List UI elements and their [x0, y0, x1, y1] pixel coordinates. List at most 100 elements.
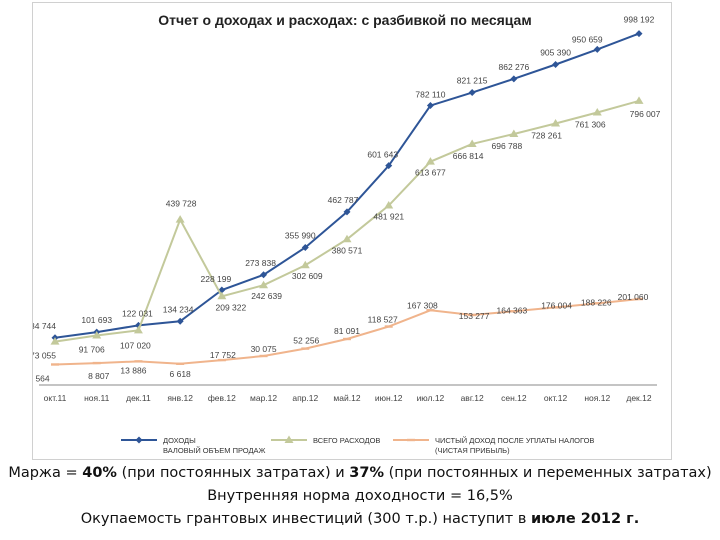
data-label: 601 643 — [367, 150, 398, 160]
data-label: 905 390 — [540, 48, 571, 58]
legend-label-2: ВСЕГО РАСХОДОВ — [313, 436, 380, 445]
margin-label: Маржа = — [8, 465, 83, 481]
data-label: 81 091 — [334, 326, 360, 336]
margin-fixed-value: 40% — [82, 465, 117, 481]
margin-line: Маржа = 40% (при постоянных затратах) и … — [0, 462, 720, 485]
series-3-point — [468, 313, 477, 317]
series-2-point — [217, 291, 227, 300]
series-3-point — [134, 360, 143, 363]
x-tick-label: июн.12 — [375, 393, 403, 403]
x-tick-labels: окт.11 ноя.11 дек.11 янв.12 фев.12 мар.12 апр.… — [44, 393, 652, 403]
x-tick-label: сен.12 — [501, 393, 527, 403]
x-tick-label: июл.12 — [417, 393, 445, 403]
chart: Отчет о доходах и расходах: с разбивкой … — [33, 12, 661, 455]
data-label: 613 677 — [415, 168, 446, 178]
legend-label-3: ЧИСТЫЙ ДОХОД ПОСЛЕ УПЛАТЫ НАЛОГОВ — [435, 436, 594, 445]
data-label: 167 308 — [407, 300, 438, 310]
legend-marker-3 — [407, 438, 415, 442]
x-tick-label: окт.12 — [544, 393, 568, 403]
series-3-point — [343, 337, 351, 341]
series-3-point — [551, 306, 560, 309]
series-2-point — [50, 337, 60, 345]
margin-variable-note: (при постоянных и переменных затратах) — [383, 465, 712, 481]
series-3-point — [259, 354, 268, 358]
x-tick-label: фев.12 — [208, 393, 236, 403]
x-tick-label: май.12 — [333, 393, 360, 403]
series-1-point — [301, 243, 309, 251]
series-3-point — [635, 297, 643, 301]
data-label: 439 728 — [166, 199, 197, 209]
series-1-point — [635, 30, 643, 38]
data-label: 101 693 — [81, 315, 112, 325]
data-label: 998 192 — [624, 15, 655, 25]
series-1-point — [385, 162, 393, 170]
data-label: 862 276 — [498, 62, 529, 72]
data-label: 821 215 — [457, 76, 488, 86]
x-tick-label: дек.12 — [626, 393, 651, 403]
data-label: 728 261 — [531, 130, 562, 140]
data-labels: 84 744 101 693 122 031 134 234 228 199 273 83… — [33, 15, 661, 384]
data-label: 84 744 — [33, 321, 56, 331]
x-tick-label: янв.12 — [167, 393, 193, 403]
data-label: 242 639 — [251, 291, 282, 301]
series-2-point — [509, 129, 519, 137]
series-2-point — [259, 280, 269, 289]
series-2-point — [634, 96, 644, 104]
series-2-point — [384, 201, 394, 209]
series-3-point — [217, 358, 226, 362]
legend-marker-1 — [135, 436, 143, 444]
x-tick-label: окт.11 — [44, 393, 67, 403]
margin-fixed-note: (при постоянных затратах) и — [116, 465, 350, 481]
series-2-point — [92, 330, 102, 339]
data-label: 302 609 — [292, 271, 323, 281]
series-1-point — [593, 45, 601, 53]
data-label: 188 226 — [581, 297, 612, 307]
legend-marker-2 — [284, 435, 294, 443]
data-label: 782 110 — [415, 90, 445, 100]
x-tick-label: ноя.12 — [584, 393, 610, 403]
chart-frame: Отчет о доходах и расходах: с разбивкой … — [32, 2, 672, 460]
chart-title: Отчет о доходах и расходах: с разбивкой … — [158, 12, 531, 28]
x-tick-label: авг.12 — [461, 393, 484, 403]
data-label: 4 564 — [33, 373, 50, 383]
legend-label-3: (ЧИСТАЯ ПРИБЫЛЬ) — [435, 446, 510, 455]
data-label: 228 199 — [200, 274, 231, 284]
data-label: 666 814 — [453, 151, 484, 161]
data-label: 91 706 — [79, 344, 105, 354]
payback-label: Окупаемость грантовых инвестиций (300 т.… — [80, 511, 531, 527]
data-label: 462 787 — [328, 195, 359, 205]
data-label: 273 838 — [245, 258, 276, 268]
series-3-point — [593, 302, 602, 305]
series-1-point — [468, 89, 476, 97]
data-label: 164 363 — [496, 305, 527, 315]
data-label: 796 007 — [630, 109, 661, 119]
data-label: 380 571 — [332, 245, 363, 255]
series-3-point — [176, 362, 185, 365]
data-label: 950 659 — [572, 34, 603, 44]
series-1-point — [426, 102, 434, 110]
legend-label-1: ДОХОДЫ — [163, 436, 196, 445]
data-label: 201 060 — [618, 292, 649, 302]
x-tick-label: мар.12 — [250, 393, 277, 403]
payback-date: июле 2012 г. — [530, 511, 640, 527]
series-2-point — [592, 107, 602, 116]
payback-line: Окупаемость грантовых инвестиций (300 т.… — [0, 508, 720, 531]
data-label: 153 277 — [459, 311, 490, 321]
series-2-point — [175, 215, 185, 223]
series-3-point — [384, 325, 393, 328]
series-1-point — [343, 208, 351, 216]
margin-variable-value: 37% — [349, 465, 384, 481]
data-label: 209 322 — [215, 302, 246, 312]
series-1-point — [510, 75, 518, 83]
data-label: 176 004 — [541, 300, 572, 310]
series-2-point — [425, 157, 435, 165]
data-label: 6 618 — [170, 369, 192, 379]
series-1-point — [176, 317, 184, 325]
data-label: 30 075 — [251, 344, 277, 354]
data-label: 13 886 — [120, 365, 146, 375]
data-label: 481 921 — [373, 212, 404, 222]
legend-label-1: ВАЛОВЫЙ ОБЪЕМ ПРОДАЖ — [163, 446, 266, 455]
series-2-point — [342, 234, 352, 243]
series-3-point — [51, 363, 59, 366]
